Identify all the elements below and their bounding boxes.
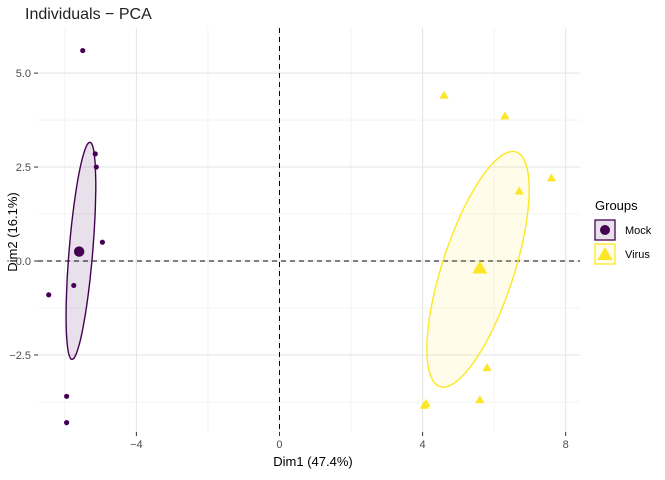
x-tick-label: 4 bbox=[420, 439, 426, 451]
legend-marker-mock bbox=[600, 225, 610, 235]
data-points bbox=[46, 47, 557, 426]
x-axis-label: Dim1 (47.4%) bbox=[273, 454, 352, 469]
y-tick-label: 5.0 bbox=[16, 68, 31, 80]
y-tick-label: −2.5 bbox=[9, 350, 31, 362]
point-mock bbox=[99, 239, 105, 245]
legend-title: Groups bbox=[595, 198, 638, 213]
point-mock bbox=[64, 393, 70, 399]
point-mock bbox=[64, 420, 70, 426]
legend-marker-virus bbox=[597, 246, 613, 260]
point-virus bbox=[514, 186, 524, 195]
confidence-ellipses bbox=[65, 141, 530, 388]
chart-title: Individuals − PCA bbox=[25, 6, 152, 23]
point-virus bbox=[421, 398, 431, 407]
legend-label-mock: Mock bbox=[625, 225, 652, 237]
y-axis-label: Dim2 (16.1%) bbox=[5, 192, 20, 271]
point-mock bbox=[46, 292, 52, 298]
point-mock bbox=[92, 151, 98, 157]
point-virus bbox=[439, 90, 449, 99]
x-tick-label: 0 bbox=[276, 439, 282, 451]
x-tick-label: 8 bbox=[563, 439, 569, 451]
y-tick-label: 0.0 bbox=[16, 256, 31, 268]
point-virus bbox=[546, 173, 557, 182]
axes: −4 0 4 8 −2.5 0.0 2.5 5.0 bbox=[9, 68, 568, 451]
legend: Groups Mock Virus bbox=[594, 198, 652, 265]
y-tick-label: 2.5 bbox=[16, 162, 31, 174]
legend-label-virus: Virus bbox=[625, 249, 650, 261]
centroid-virus bbox=[472, 260, 488, 274]
point-mock bbox=[80, 47, 86, 54]
point-mock bbox=[71, 282, 77, 289]
point-mock bbox=[93, 164, 99, 170]
point-virus bbox=[475, 395, 485, 404]
x-tick-label: −4 bbox=[130, 439, 143, 451]
centroid-mock bbox=[73, 246, 85, 257]
point-virus bbox=[482, 363, 492, 372]
reference-lines bbox=[38, 28, 580, 432]
point-virus bbox=[500, 111, 510, 120]
